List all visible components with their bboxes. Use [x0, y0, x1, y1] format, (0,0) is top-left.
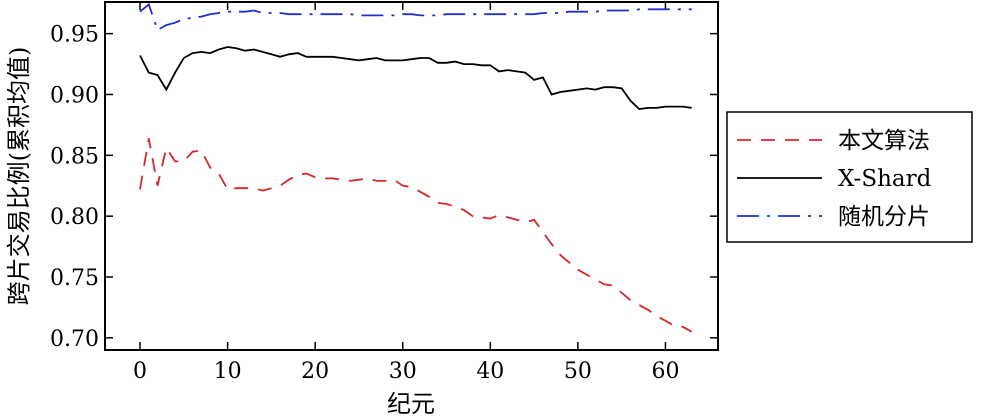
x-tick-label: 30 [389, 359, 417, 384]
x-tick-label: 0 [133, 359, 147, 384]
y-axis-label: 跨片交易比例(累积均值) [5, 47, 33, 306]
x-tick-label: 60 [651, 359, 679, 384]
legend-label: 随机分片 [838, 204, 930, 230]
y-tick-label: 0.75 [50, 266, 99, 291]
y-tick-label: 0.85 [50, 144, 99, 169]
series-layer [139, 2, 693, 333]
series-line-0 [139, 138, 693, 333]
series-line-2 [139, 2, 692, 32]
x-axis-label: 纪元 [387, 390, 435, 417]
legend-label: X-Shard [838, 166, 932, 192]
series-line-1 [139, 46, 692, 111]
plot-frame [104, 1, 719, 351]
x-tick-label: 40 [476, 359, 504, 384]
x-tick-label: 10 [214, 359, 242, 384]
y-tick-label: 0.80 [50, 205, 99, 230]
x-tick-label: 50 [564, 359, 592, 384]
y-tick-label: 0.90 [50, 83, 99, 108]
legend-label: 本文算法 [838, 128, 930, 154]
axis-ticks: 0 10 20 30 40 50 60 0.70 0.75 0.80 0.85 0.90 0.95 [50, 2, 718, 384]
y-tick-label: 0.95 [50, 23, 99, 48]
legend: 本文算法 X-Shard 随机分片 [726, 111, 973, 243]
x-tick-label: 20 [301, 359, 329, 384]
legend-frame [726, 111, 973, 243]
y-tick-label: 0.70 [50, 327, 99, 352]
